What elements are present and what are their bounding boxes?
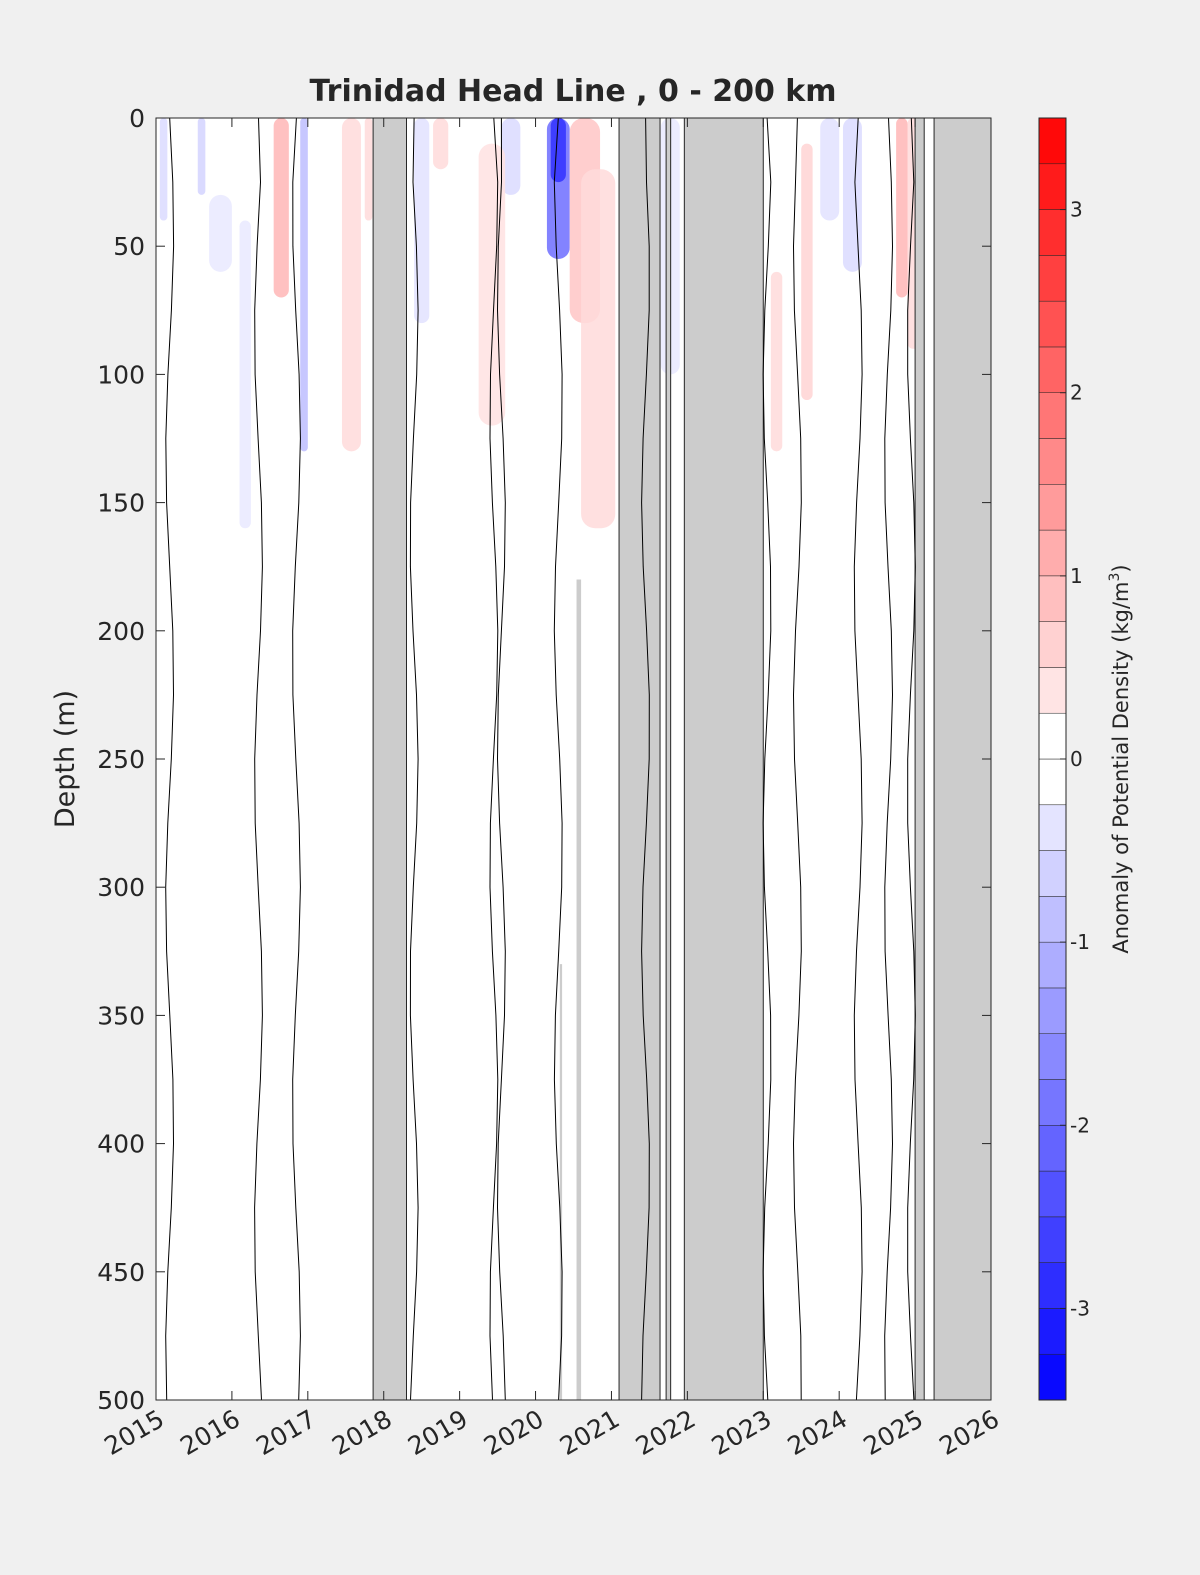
y-tick-label: 150: [97, 489, 145, 518]
anomaly-patch: [273, 118, 289, 298]
colorbar-cell: [1038, 804, 1067, 851]
colorbar-cell: [1038, 712, 1067, 760]
y-tick-label: 350: [97, 1001, 145, 1030]
colorbar-cell: [1038, 1079, 1067, 1126]
colorbar-label-text: Anomaly of Potential Density (kg/m: [1109, 582, 1133, 954]
no-data-band: [372, 117, 408, 1401]
anomaly-patch: [433, 118, 449, 170]
y-tick-label: 0: [129, 104, 145, 133]
colorbar-cell: [1038, 117, 1067, 165]
colorbar-cell: [1038, 163, 1067, 210]
colorbar-label-suffix: ): [1109, 564, 1133, 572]
colorbar-tick-label: -1: [1070, 930, 1090, 954]
colorbar-cell: [1038, 667, 1067, 714]
chart-title: Trinidad Head Line , 0 - 200 km: [309, 74, 836, 109]
colorbar-cell: [1038, 255, 1067, 302]
y-tick-label: 250: [97, 745, 145, 774]
anomaly-patch: [414, 118, 430, 324]
contour-line: [292, 117, 301, 1401]
contour-line: [907, 117, 916, 1401]
anomaly-patch: [770, 271, 783, 452]
anomaly-patch: [820, 118, 840, 221]
colorbar-cell: [1038, 987, 1067, 1034]
y-tick-label: 300: [97, 873, 145, 902]
colorbar-cell: [1038, 896, 1067, 943]
y-tick-label: 100: [97, 360, 145, 389]
contour-line: [489, 117, 499, 1401]
contour-line: [641, 117, 650, 1401]
anomaly-patch: [801, 143, 813, 401]
anomaly-layer: [159, 118, 919, 529]
contour-line: [792, 117, 802, 1401]
anomaly-patch: [896, 118, 908, 298]
colorbar-tick-label: 1: [1070, 564, 1083, 588]
contour-line: [553, 117, 563, 1401]
y-tick-label: 500: [97, 1386, 145, 1415]
colorbar-cell: [1038, 484, 1067, 531]
partial-no-data: [576, 579, 582, 1400]
anomaly-patch: [501, 118, 521, 195]
colorbar-cell: [1038, 392, 1067, 439]
colorbar-cell: [1038, 1216, 1067, 1263]
anomaly-patch: [341, 118, 361, 452]
anomaly-patch: [197, 118, 206, 195]
no-data-band: [618, 117, 661, 1401]
anomaly-patch: [581, 169, 616, 529]
partial-no-data: [559, 964, 563, 1400]
y-tick-label: 200: [97, 617, 145, 646]
colorbar-tick-label: 0: [1070, 747, 1083, 771]
colorbar-tick-label: 2: [1070, 381, 1083, 405]
contour-layer: [165, 117, 916, 1401]
colorbar-tick-label: 3: [1070, 198, 1083, 222]
no-data-band: [914, 117, 925, 1401]
colorbar-tick-label: -3: [1070, 1296, 1090, 1320]
y-tick-label: 50: [113, 232, 145, 261]
colorbar-cell: [1038, 1353, 1067, 1401]
contour-line: [853, 117, 863, 1401]
colorbar-cell: [1038, 300, 1067, 348]
colorbar-tick-label: -2: [1070, 1113, 1090, 1137]
anomaly-patch: [300, 118, 308, 452]
contour-line: [762, 117, 772, 1401]
no-data-band: [933, 117, 992, 1401]
colorbar-ticks: -3 -2 -1 0 1 2 3: [1060, 198, 1090, 1320]
no-data-band: [665, 117, 672, 1401]
anomaly-patch: [239, 220, 251, 529]
colorbar-cell: [1038, 529, 1067, 577]
colorbar-cell: [1038, 850, 1067, 897]
colorbar-cell: [1038, 621, 1067, 668]
colorbar-cell: [1038, 1262, 1067, 1309]
colorbar-cell: [1038, 575, 1067, 622]
anomaly-patch: [364, 118, 373, 221]
contour-line: [409, 117, 419, 1401]
colorbar-label-exponent: 3: [1107, 573, 1123, 582]
colorbar-cell: [1038, 1170, 1067, 1218]
contour-line: [254, 117, 263, 1401]
anomaly-patch: [842, 118, 862, 272]
anomaly-patch: [159, 118, 168, 221]
colorbar-cell: [1038, 1308, 1067, 1355]
y-tick-label: 400: [97, 1130, 145, 1159]
y-axis-label: Depth (m): [50, 690, 81, 828]
colorbar-cell: [1038, 1033, 1067, 1080]
colorbar-label: Anomaly of Potential Density (kg/m3): [1107, 564, 1133, 953]
colorbar-cell: [1038, 1125, 1067, 1172]
anomaly-patch: [550, 118, 566, 183]
colorbar-cell: [1038, 209, 1067, 256]
colorbar: -3 -2 -1 0 1 2 3 Anomaly of Potential Density …: [1038, 117, 1133, 1401]
no-data-band: [683, 117, 764, 1401]
contour-line: [496, 117, 506, 1401]
no-data-layer: [372, 117, 992, 1401]
contour-line: [165, 117, 175, 1401]
contour-line: [884, 117, 894, 1401]
colorbar-cell: [1038, 758, 1067, 806]
anomaly-patch: [209, 194, 232, 272]
colorbar-cell: [1038, 438, 1067, 485]
y-axis: 0 50 100 150 200 250 300 350 400 450 500: [97, 104, 991, 1415]
colorbar-cell: [1038, 346, 1067, 393]
plot-area: [155, 117, 992, 1401]
y-tick-label: 450: [97, 1258, 145, 1287]
colorbar-cell: [1038, 941, 1067, 989]
